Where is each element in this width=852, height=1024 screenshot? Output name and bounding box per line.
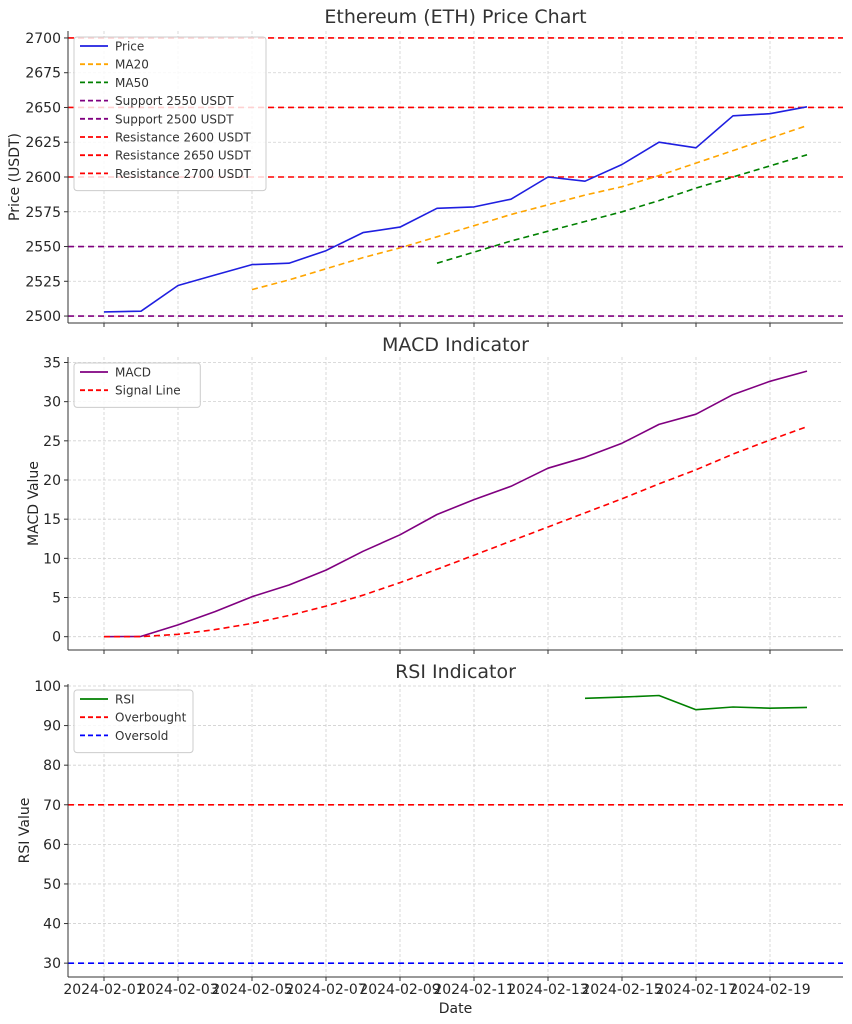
y-tick-label: 2700 (25, 31, 61, 47)
y-tick-label: 0 (52, 630, 61, 646)
y-tick-label: 30 (43, 956, 61, 972)
x-tick-label: 2024-02-15 (581, 982, 662, 998)
x-tick-label: 2024-02-03 (137, 982, 218, 998)
legend-box (73, 689, 194, 754)
series-line-rsi (584, 694, 808, 711)
x-tick-label: 2024-02-07 (285, 982, 366, 998)
x-tick-label: 2024-02-05 (211, 982, 292, 998)
x-tick-label: 2024-02-11 (433, 982, 514, 998)
y-tick-label: 2675 (25, 66, 61, 82)
legend-label-resistance-2650-usdt: Resistance 2650 USDT (115, 149, 251, 163)
x-tick-label: 2024-02-09 (359, 982, 440, 998)
y-tick-label: 50 (43, 877, 61, 893)
y-tick-label: 2525 (25, 274, 61, 290)
y-tick-label: 2575 (25, 205, 61, 221)
series-line-signal-line (103, 425, 808, 638)
x-axis-label: Date (439, 1001, 472, 1017)
x-tick-label: 2024-02-17 (655, 982, 736, 998)
panel-macd-indicator: 0 5 10 15 20 25 30 35 MACD Indicator MACD Value MA… (26, 334, 843, 654)
y-axis-label: Price (USDT) (7, 133, 23, 221)
legend-label-resistance-2600-usdt: Resistance 2600 USDT (115, 131, 251, 145)
y-axis-label: RSI Value (17, 798, 33, 864)
legend: MACD Signal Line (73, 362, 201, 408)
y-tick-label: 100 (34, 679, 61, 695)
y-tick-label: 2600 (25, 170, 61, 186)
chart-title: Ethereum (ETH) Price Chart (324, 6, 586, 28)
y-tick-label: 70 (43, 798, 61, 814)
legend: Price MA20 MA50 Support 2550 USDT Support 25… (73, 36, 267, 192)
y-tick-label: 40 (43, 917, 61, 933)
y-tick-label: 2625 (25, 135, 61, 151)
legend-label-signal-line: Signal Line (115, 384, 181, 398)
legend-label-ma20: MA20 (115, 58, 149, 72)
legend-label-oversold: Oversold (115, 729, 168, 743)
chart-title: RSI Indicator (395, 661, 516, 683)
y-tick-label: 20 (43, 473, 61, 489)
y-tick-label: 60 (43, 837, 61, 853)
y-tick-label: 30 (43, 395, 61, 411)
legend-label-overbought: Overbought (115, 711, 187, 725)
y-tick-label: 5 (52, 591, 61, 607)
legend-label-resistance-2700-usdt: Resistance 2700 USDT (115, 167, 251, 181)
series-line-macd (103, 370, 808, 638)
series-line-ma20 (251, 124, 808, 291)
legend-box (73, 362, 201, 408)
series-line-price (103, 106, 808, 313)
legend: RSI Overbought Oversold (73, 689, 194, 754)
legend-label-macd: MACD (115, 366, 151, 380)
y-tick-label: 15 (43, 512, 61, 528)
legend-label-support-2500-usdt: Support 2500 USDT (115, 112, 234, 126)
y-tick-label: 2550 (25, 240, 61, 256)
y-tick-label: 2500 (25, 309, 61, 325)
y-tick-label: 35 (43, 355, 61, 371)
legend-label-ma50: MA50 (115, 76, 149, 90)
y-tick-label: 10 (43, 551, 61, 567)
panel-ethereum-eth-price-chart: 2500 2525 2550 2575 2600 2625 2650 2675 2700 Ethe… (7, 6, 843, 327)
y-axis-label: MACD Value (26, 461, 42, 546)
series-line-ma50 (436, 154, 808, 264)
y-tick-label: 2650 (25, 100, 61, 116)
legend-box (73, 36, 267, 192)
chart-title: MACD Indicator (382, 334, 529, 356)
y-tick-label: 80 (43, 758, 61, 774)
x-tick-label: 2024-02-13 (507, 982, 588, 998)
legend-label-support-2550-usdt: Support 2550 USDT (115, 94, 234, 108)
legend-label-rsi: RSI (115, 693, 135, 707)
x-tick-label: 2024-02-19 (729, 982, 810, 998)
grid (68, 357, 843, 650)
x-tick-label: 2024-02-01 (63, 982, 144, 998)
legend-label-price: Price (115, 40, 144, 54)
panel-rsi-indicator: 304050607080901002024-02-012024-02-03202… (17, 661, 843, 1017)
y-tick-label: 25 (43, 434, 61, 450)
y-tick-label: 90 (43, 719, 61, 735)
